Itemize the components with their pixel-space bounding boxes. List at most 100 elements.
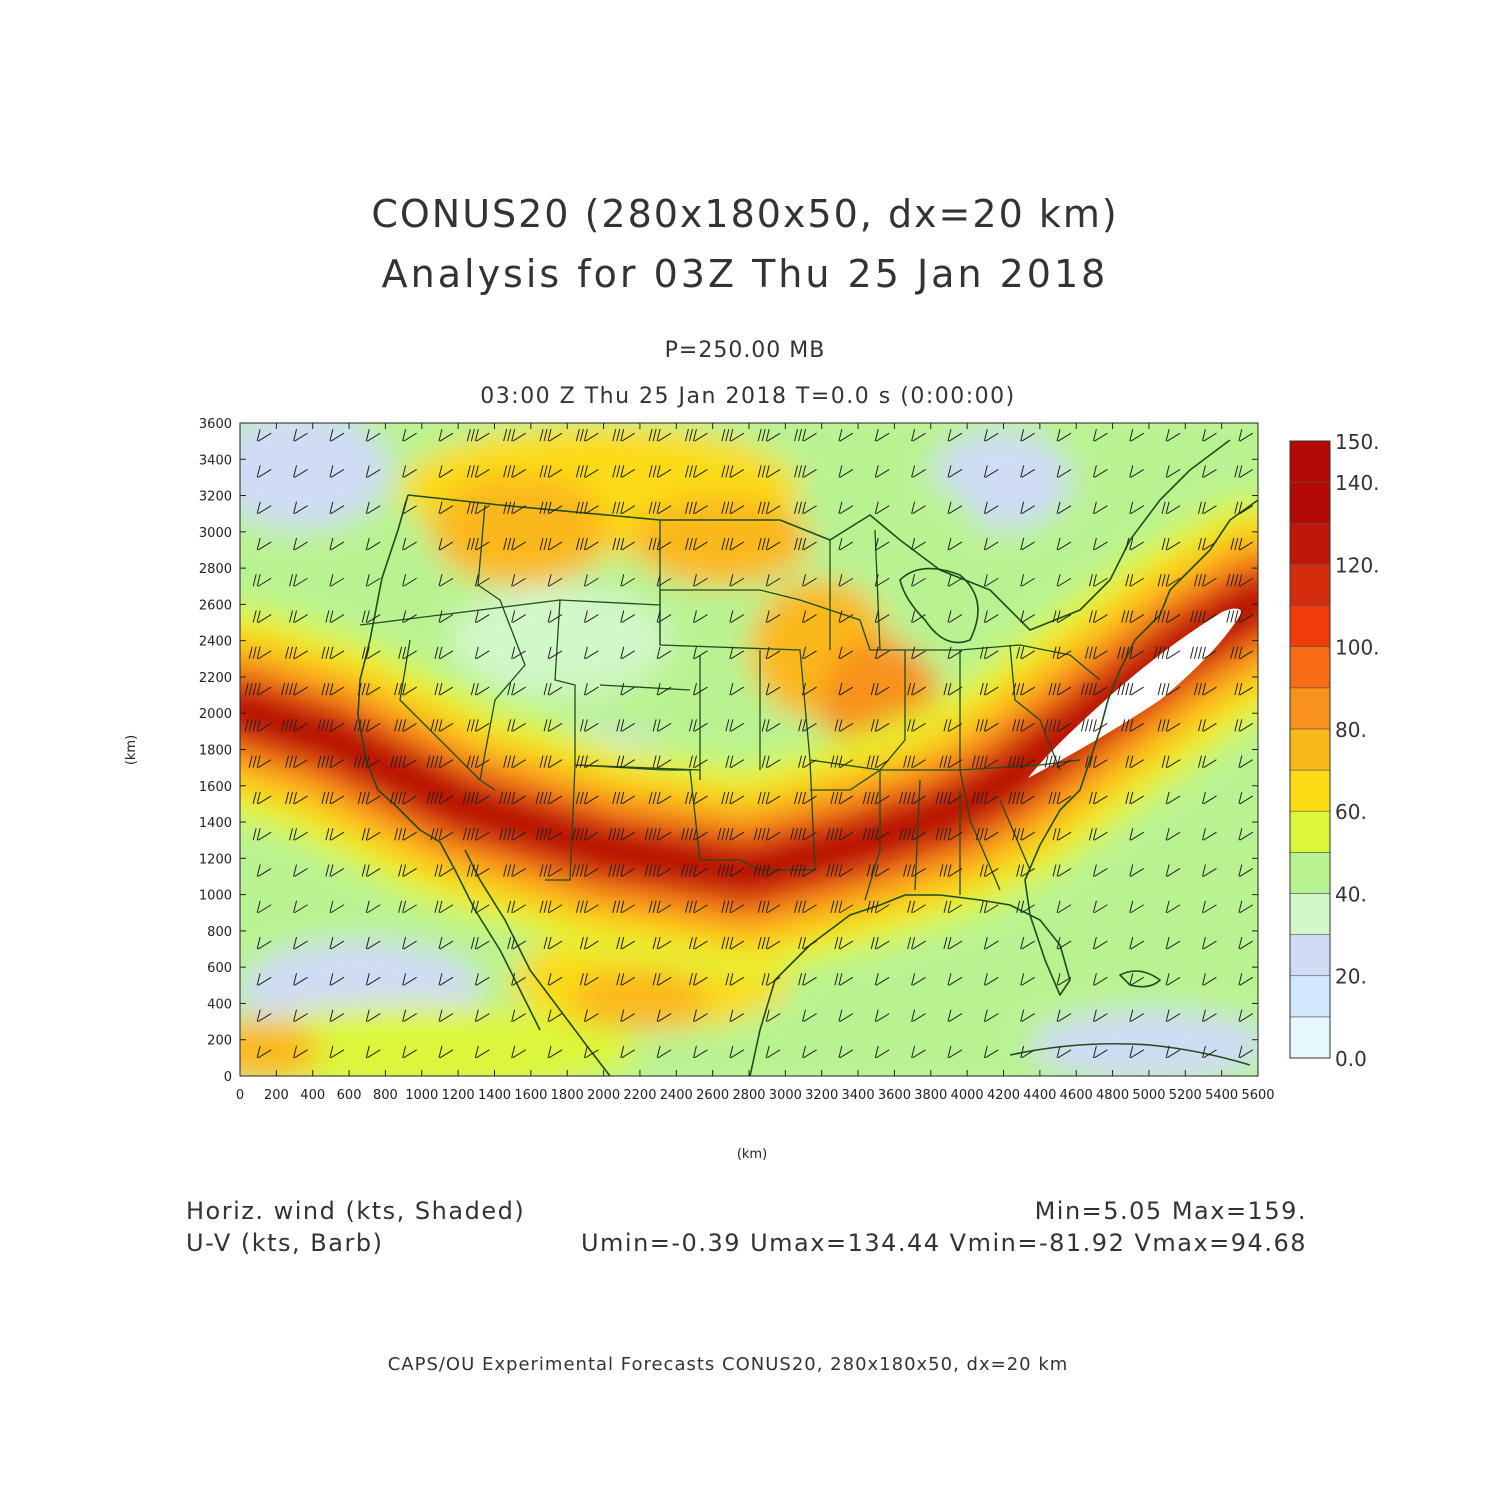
wind-barb [725, 973, 745, 986]
wind-barb [1092, 864, 1108, 877]
y-tick-label: 3000 [199, 526, 232, 541]
wind-barb [907, 682, 926, 696]
wind-barb [757, 936, 781, 950]
colorbar-segment [1289, 728, 1331, 771]
wind-barb [1201, 1009, 1217, 1023]
x-tick-label: 1400 [478, 1088, 511, 1103]
wind-barb [717, 864, 745, 877]
wind-barb [1016, 864, 1035, 877]
pressure-level-label: P=250.00 MB [664, 338, 826, 363]
colorbar-segment [1289, 564, 1331, 606]
wind-barb [648, 429, 672, 442]
wind-barb [1020, 1009, 1035, 1023]
wind-barb [947, 610, 963, 623]
wind-barb [1201, 465, 1217, 478]
wind-barb [583, 574, 599, 587]
wind-barb [971, 791, 999, 805]
wind-barb [390, 755, 417, 769]
wind-barb [947, 465, 963, 478]
wind-barb [1088, 610, 1108, 623]
wind-barb [721, 537, 745, 551]
wind-barb [826, 864, 854, 877]
wind-barb [1238, 828, 1254, 841]
wind-barb [1008, 791, 1035, 805]
wind-barb [365, 501, 381, 515]
wind-barb [438, 1045, 454, 1059]
wind-barb [361, 864, 381, 877]
wind-barb [1234, 719, 1254, 732]
wind-barb [1092, 429, 1108, 442]
wind-barb [462, 828, 490, 841]
wind-barb [1161, 755, 1181, 769]
wind-barb [1080, 719, 1108, 732]
wind-barb [474, 1045, 490, 1059]
wind-barb [794, 900, 817, 914]
wind-barb [725, 755, 745, 769]
colorbar-label: 120. [1335, 553, 1380, 577]
wind-barb [1092, 973, 1108, 986]
x-tick-label: 2200 [623, 1088, 656, 1103]
wind-barb [394, 719, 417, 732]
wind-barb [1165, 828, 1181, 841]
wind-barb [252, 610, 272, 623]
wind-barb [252, 828, 272, 841]
colorbar-label: 150. [1335, 430, 1380, 454]
wind-barb [616, 719, 636, 732]
wind-barb [511, 973, 526, 986]
wind-barb [539, 465, 563, 478]
wind-barb [434, 682, 454, 696]
wind-barb [402, 574, 417, 587]
colorbar-segment [1289, 893, 1331, 935]
x-tick-label: 0 [236, 1088, 244, 1103]
wind-barb [1125, 537, 1145, 551]
wind-barb [256, 1009, 272, 1023]
wind-barb [466, 755, 490, 769]
wind-barb [798, 755, 817, 769]
wind-barb [256, 429, 272, 442]
wind-barb [729, 646, 745, 660]
wind-barb [438, 501, 454, 515]
wind-barb [547, 1009, 563, 1023]
wind-barb [434, 864, 454, 877]
wind-barb [1088, 574, 1108, 587]
x-tick-label: 2800 [732, 1088, 765, 1103]
wind-barb [1165, 973, 1181, 986]
wind-barb [1129, 900, 1145, 914]
wind-barb [1044, 719, 1072, 732]
wind-barb [466, 864, 490, 877]
wind-barb [402, 429, 417, 442]
wind-barb [426, 755, 454, 769]
wind-barb [398, 900, 417, 914]
wind-barb [684, 465, 708, 478]
wind-barb [1012, 828, 1035, 841]
wind-barb [935, 791, 963, 805]
wind-barb [911, 465, 926, 478]
wind-barb [1084, 646, 1108, 660]
wind-barb [612, 900, 636, 914]
wind-barb [684, 501, 708, 515]
colorbar-segment [1289, 975, 1331, 1018]
wind-barb [757, 791, 781, 805]
wind-barb [575, 429, 599, 442]
wind-barb [390, 791, 417, 805]
great-lakes [899, 567, 979, 644]
wind-barb [1165, 864, 1181, 877]
wind-barb [862, 828, 890, 841]
wind-barb [575, 501, 599, 515]
wind-barb [511, 1009, 526, 1023]
map-axes: 0 200 400 600 800 1000 1200 1400 1600 1800 2000 220… [199, 417, 1275, 1103]
wind-barb [256, 936, 272, 950]
wind-barb [281, 719, 308, 732]
wind-barb [293, 900, 308, 914]
wind-speed-shading [240, 423, 1258, 1076]
wind-barb [684, 429, 708, 442]
wind-barb [1020, 465, 1035, 478]
wind-barb [571, 828, 599, 841]
wind-barb [394, 828, 417, 841]
wind-barb [939, 864, 963, 877]
wind-barb [365, 1045, 381, 1059]
wind-barb [1165, 936, 1181, 950]
wind-barb [862, 791, 890, 805]
wind-barb [438, 574, 454, 587]
wind-barb [757, 465, 781, 478]
